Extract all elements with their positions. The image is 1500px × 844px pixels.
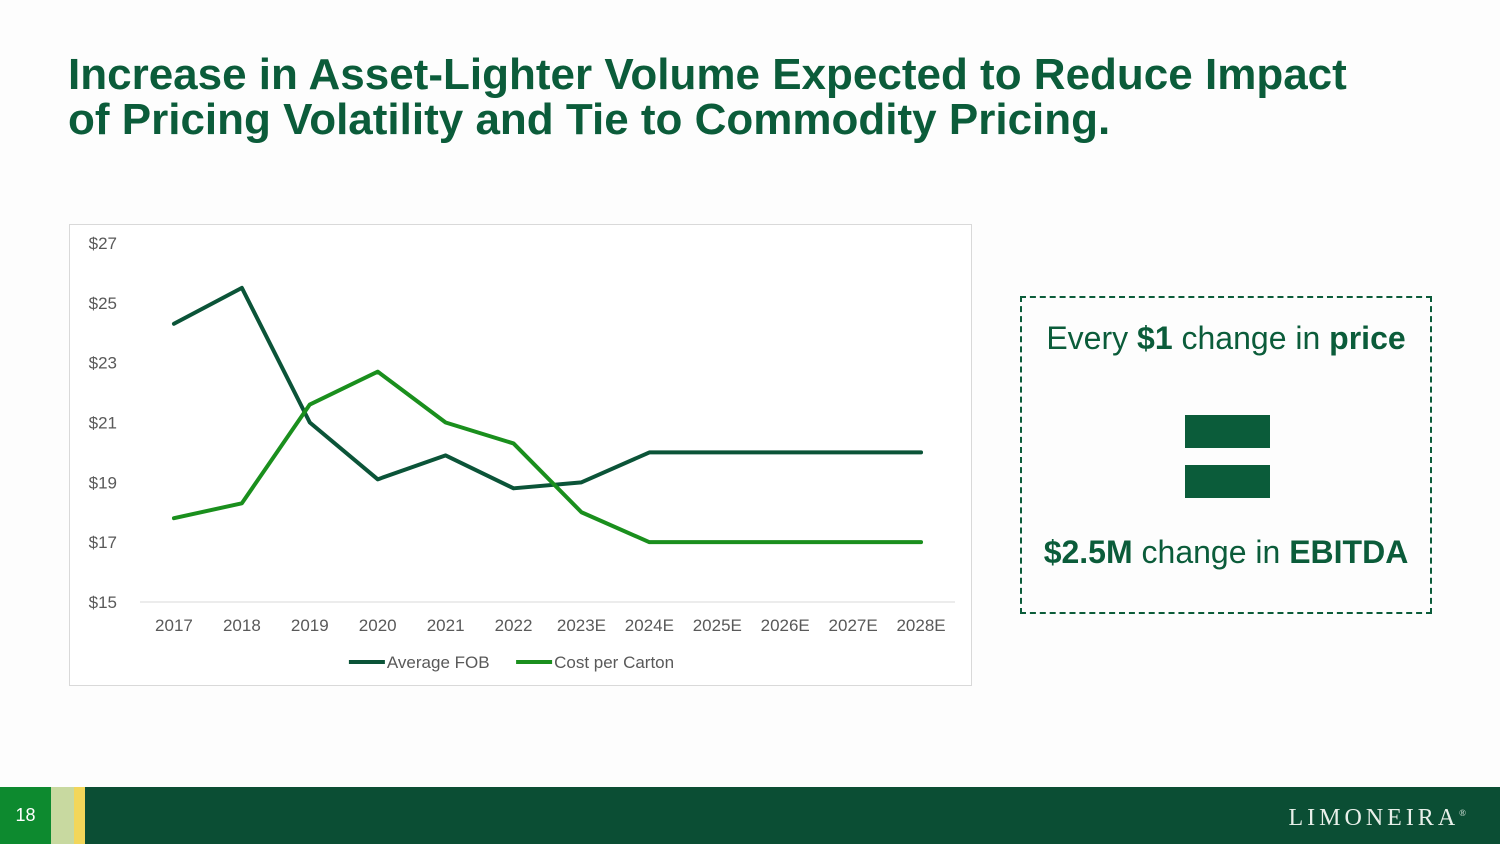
equals-icon-top-bar [1185,415,1270,448]
x-tick-label: 2019 [291,616,329,635]
x-tick-label: 2021 [427,616,465,635]
x-tick-label: 2025E [693,616,742,635]
limoneira-logo: LIMONEIRA® [1289,805,1467,832]
callout-price-word: price [1329,320,1406,356]
x-tick-label: 2023E [557,616,606,635]
x-tick-label: 2018 [223,616,261,635]
footer-accent-stripe [51,787,74,844]
page-number: 18 [0,787,51,844]
x-tick-label: 2020 [359,616,397,635]
x-tick-label: 2017 [155,616,193,635]
callout-ebitda-line: $2.5M change in EBITDA [1022,534,1430,571]
x-tick-label: 2028E [896,616,945,635]
callout-text: change in [1132,534,1290,570]
sensitivity-callout: Every $1 change in price $2.5M change in… [1020,296,1432,614]
callout-text: change in [1172,320,1330,356]
equals-icon-bottom-bar [1185,465,1270,498]
callout-ebitda-word: EBITDA [1289,534,1409,570]
line-chart: $15 $17 $19 $21 $23 $25 $27 2017 2018 2019 2020 202… [89,234,955,672]
y-tick-label: $21 [89,414,117,433]
x-tick-label: 2027E [829,616,878,635]
callout-text: Every [1046,320,1138,356]
series-line-average-fob [171,285,924,491]
y-tick-label: $19 [89,473,117,492]
logo-text: LIMONEIRA [1288,805,1460,831]
page-title-line-1: Increase in Asset-Lighter Volume Expecte… [68,50,1347,99]
x-tick-label: 2022 [495,616,533,635]
callout-price-line: Every $1 change in price [1022,320,1430,357]
callout-price-amount: $1 [1137,320,1173,356]
chart-container: $15 $17 $19 $21 $23 $25 $27 2017 2018 2019 2020 202… [69,224,972,686]
page-title-line-2: of Pricing Volatility and Tie to Commodi… [68,95,1111,144]
y-tick-label: $17 [89,533,117,552]
footer-accent-stripe-yellow [74,787,85,844]
y-tick-label: $15 [89,593,117,612]
series-line-cost-per-carton [171,369,924,545]
logo-registered-mark: ® [1459,808,1466,818]
y-tick-label: $25 [89,294,117,313]
x-tick-label: 2026E [761,616,810,635]
footer-bar: 18 LIMONEIRA® [0,787,1500,844]
y-tick-label: $27 [89,234,117,253]
legend-label: Average FOB [387,653,490,672]
legend-label: Cost per Carton [554,653,674,672]
y-tick-label: $23 [89,354,117,373]
page-title: Increase in Asset-Lighter Volume Expecte… [68,52,1448,142]
callout-ebitda-amount: $2.5M [1043,534,1133,570]
x-tick-label: 2024E [625,616,674,635]
